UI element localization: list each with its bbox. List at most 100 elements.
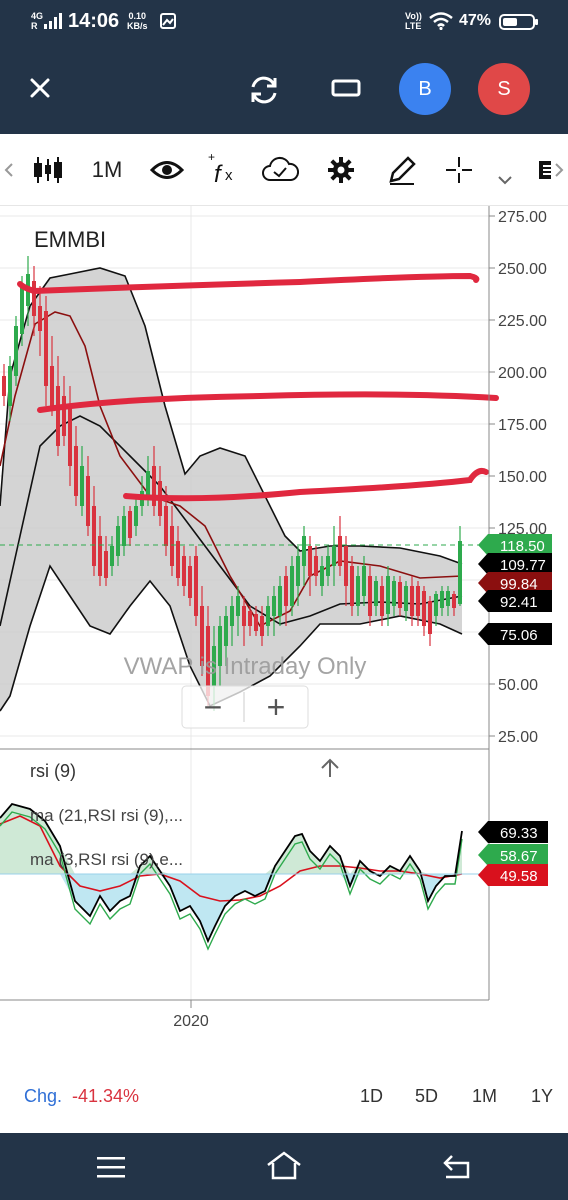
- candle: [254, 606, 258, 636]
- buy-button[interactable]: B: [399, 63, 451, 115]
- eye-icon: [150, 161, 184, 179]
- candle: [350, 556, 354, 616]
- candle: [80, 446, 84, 516]
- candle: [356, 566, 360, 616]
- cloud-save-button[interactable]: [260, 152, 300, 188]
- zoom-control: − +: [181, 685, 309, 729]
- candlesticks: [2, 256, 462, 711]
- candle: [428, 596, 432, 646]
- candle: [260, 606, 264, 646]
- toolbar-scroll-left[interactable]: [2, 152, 16, 188]
- indicators-button[interactable]: + f x: [204, 152, 240, 188]
- home-icon[interactable]: [266, 1151, 302, 1181]
- candle: [50, 336, 54, 416]
- settings-button[interactable]: [324, 152, 358, 188]
- rsi-ma3-line: [0, 811, 463, 951]
- candle: [374, 576, 378, 616]
- candle: [386, 566, 390, 626]
- price-axis-label: 250.00: [498, 261, 547, 278]
- range-1d-button[interactable]: 1D: [360, 1086, 384, 1106]
- menu-icon[interactable]: [96, 1155, 126, 1179]
- svg-text:+: +: [208, 152, 215, 164]
- price-chart[interactable]: EMMBI VWAP is Intraday Only − + 275.00 25…: [0, 206, 568, 1056]
- zoom-out-button[interactable]: −: [204, 689, 223, 725]
- rsi-line: [0, 802, 463, 944]
- sell-button[interactable]: S: [478, 63, 530, 115]
- back-icon[interactable]: [442, 1153, 472, 1179]
- chart-type-button[interactable]: [30, 152, 66, 188]
- fullscreen-button[interactable]: [328, 70, 364, 106]
- symbol-label: EMMBI: [34, 227, 106, 252]
- candle: [332, 526, 336, 586]
- candle: [188, 556, 192, 606]
- fx-icon: + f x: [208, 152, 233, 188]
- volte-label: Vo)): [405, 11, 422, 21]
- rsi-fill-above: [0, 804, 462, 874]
- change-value: -41.34%: [72, 1086, 140, 1106]
- crosshair-button[interactable]: [444, 152, 474, 188]
- candle: [86, 456, 90, 536]
- range-1m-button[interactable]: 1M: [472, 1086, 498, 1106]
- crosshair-icon: [446, 157, 472, 183]
- candle: [152, 446, 156, 516]
- collapse-pane-button[interactable]: [321, 758, 339, 777]
- price-tag-label: 92.41: [500, 594, 538, 611]
- chart-toolbar: 1M + f x: [0, 134, 568, 206]
- candle: [230, 596, 234, 646]
- vwap-notice: VWAP is Intraday Only: [124, 653, 367, 680]
- candle: [62, 376, 66, 446]
- candle: [326, 546, 330, 586]
- candle: [170, 506, 174, 576]
- rsi-title: rsi (9): [30, 761, 76, 781]
- bollinger-upper-line: [0, 267, 463, 565]
- candle: [224, 606, 228, 666]
- zoom-in-button[interactable]: +: [267, 689, 286, 725]
- price-tag-label: 109.77: [500, 557, 546, 574]
- candle: [410, 576, 414, 626]
- refresh-button[interactable]: [244, 70, 284, 110]
- more-tools-button[interactable]: [536, 152, 552, 188]
- drawing-tool-button[interactable]: [384, 152, 420, 188]
- rsi-tag-label: 49.58: [500, 868, 538, 885]
- candle: [116, 516, 120, 566]
- rsi-tag: 49.58: [478, 864, 548, 886]
- toolbar-scroll-right[interactable]: [552, 152, 566, 188]
- visibility-button[interactable]: [148, 152, 186, 188]
- chart-area[interactable]: EMMBI VWAP is Intraday Only − + 275.00 25…: [0, 206, 568, 1056]
- price-tag: 75.06: [478, 623, 552, 645]
- price-tag: 109.77: [478, 553, 552, 575]
- resistance-line-upper: [17, 272, 480, 295]
- resistance-line-lower: [123, 468, 489, 502]
- close-icon: [30, 78, 50, 98]
- price-tag-label: 75.06: [500, 627, 538, 644]
- candle: [404, 581, 408, 621]
- speed-unit: KB/s: [127, 21, 148, 31]
- candle: [92, 486, 96, 576]
- candle: [422, 586, 426, 636]
- landscape-icon: [331, 79, 361, 97]
- range-5d-button[interactable]: 5D: [415, 1086, 439, 1106]
- rsi-tags: 69.33 58.67 49.58: [0, 821, 548, 886]
- toolbar-expand-button[interactable]: [496, 162, 514, 198]
- candle: [314, 546, 318, 586]
- candle: [110, 536, 114, 576]
- candle: [2, 364, 6, 406]
- candle: [8, 356, 12, 421]
- svg-text:f: f: [214, 161, 223, 188]
- price-axis-label: 175.00: [498, 417, 547, 434]
- candle: [128, 506, 132, 546]
- clock: 14:06: [68, 10, 120, 32]
- arrow-up-icon: [321, 758, 339, 777]
- rsi-tag-label: 58.67: [500, 848, 538, 865]
- price-tag-label: 118.50: [500, 538, 545, 555]
- rsi-ma3-label: ma (3,RSI rsi (9),e...: [30, 850, 183, 869]
- annotation-lines: [17, 272, 499, 502]
- close-button[interactable]: [22, 70, 58, 106]
- candle: [98, 516, 102, 586]
- range-1y-button[interactable]: 1Y: [531, 1086, 554, 1106]
- resistance-line-middle: [37, 391, 499, 413]
- candle: [362, 556, 366, 606]
- interval-button[interactable]: 1M: [91, 157, 123, 182]
- candle: [122, 506, 126, 556]
- candle: [182, 546, 186, 596]
